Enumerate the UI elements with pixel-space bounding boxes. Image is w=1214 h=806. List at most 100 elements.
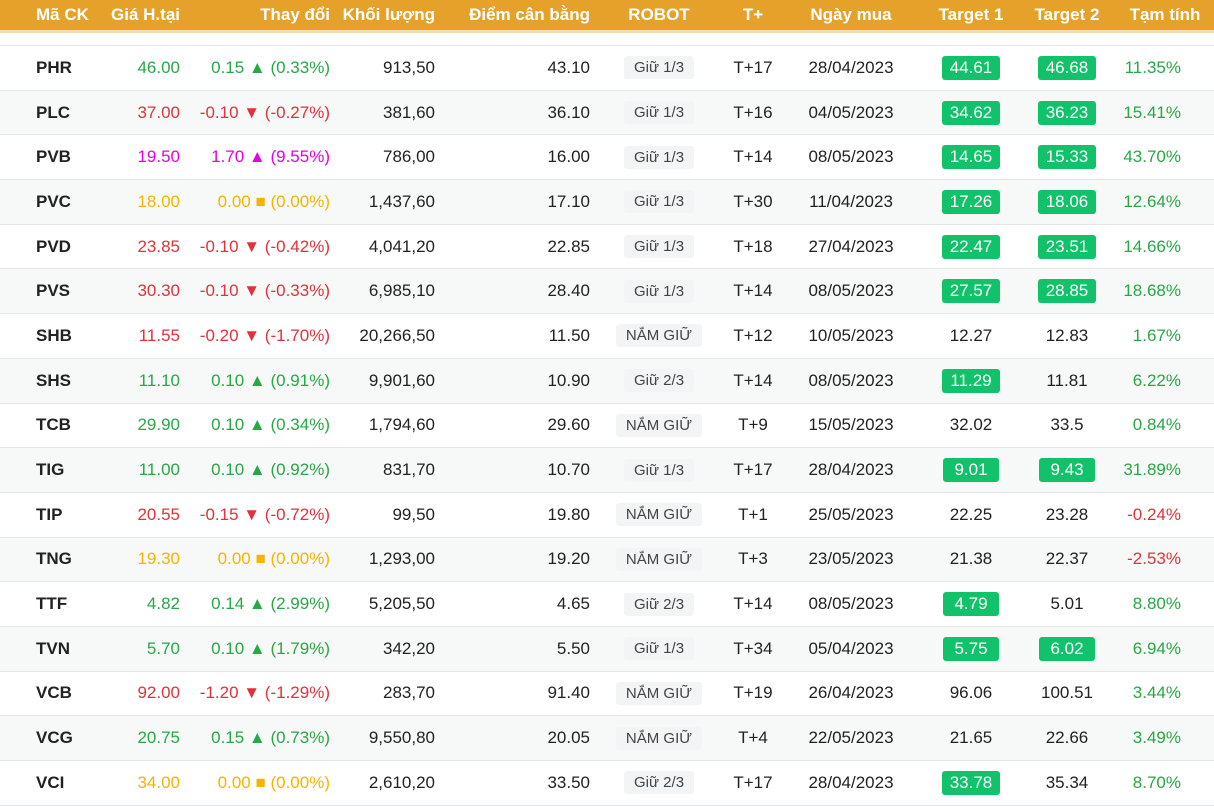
- table-row[interactable]: VCB 92.00 -1.20 ▼ (-1.29%) 283,70 91.40 …: [0, 671, 1214, 717]
- target1-value: 14.65: [941, 145, 1001, 170]
- volume: 4,041,20: [330, 224, 435, 270]
- table-row[interactable]: TCB 29.90 0.10 ▲ (0.34%) 1,794,60 29.60 …: [0, 403, 1214, 449]
- t-plus: T+34: [728, 626, 778, 672]
- col-date[interactable]: Ngày mua: [778, 0, 924, 33]
- buy-date: 28/04/2023: [778, 447, 924, 493]
- target1-value: 44.61: [941, 55, 1001, 80]
- price-change: -0.10 ▼ (-0.33%): [180, 268, 330, 315]
- price-change: 0.10 ▲ (0.92%): [180, 447, 330, 493]
- balance-point: 17.10: [435, 179, 590, 225]
- stock-code[interactable]: TIP: [0, 492, 95, 538]
- target1-value: 34.62: [941, 100, 1001, 125]
- buy-date: 11/04/2023: [778, 179, 924, 225]
- robot-signal-badge: Giữ 1/3: [623, 56, 695, 80]
- target1-value: 32.02: [949, 415, 993, 435]
- table-row[interactable]: TNG 19.30 0.00 ■ (0.00%) 1,293,00 19.20 …: [0, 537, 1214, 583]
- stock-code[interactable]: TIG: [0, 447, 95, 493]
- target2-value: 18.06: [1037, 189, 1097, 214]
- target2-value: 46.68: [1037, 55, 1097, 80]
- balance-point: 22.85: [435, 224, 590, 270]
- current-price: 4.82: [95, 581, 180, 627]
- target2-value: 33.5: [1050, 415, 1084, 435]
- col-robot[interactable]: ROBOT: [590, 0, 728, 33]
- provisional-pnl: -0.24%: [1116, 492, 1214, 538]
- stock-code[interactable]: SHS: [0, 358, 95, 404]
- col-pnl[interactable]: Tạm tính: [1116, 0, 1214, 33]
- col-code[interactable]: Mã CK: [0, 0, 95, 33]
- stock-code[interactable]: TNG: [0, 537, 95, 583]
- col-target2[interactable]: Target 2: [1018, 0, 1116, 33]
- table-row[interactable]: VCG 20.75 0.15 ▲ (0.73%) 9,550,80 20.05 …: [0, 715, 1214, 761]
- t-plus: T+30: [728, 179, 778, 225]
- target2-value: 15.33: [1037, 145, 1097, 170]
- table-row[interactable]: SHB 11.55 -0.20 ▼ (-1.70%) 20,266,50 11.…: [0, 313, 1214, 359]
- table-row[interactable]: TVN 5.70 0.10 ▲ (1.79%) 342,20 5.50 Giữ …: [0, 626, 1214, 672]
- stock-code[interactable]: VCB: [0, 671, 95, 717]
- buy-date: 04/05/2023: [778, 90, 924, 136]
- t-plus: T+17: [728, 760, 778, 806]
- buy-date: 28/04/2023: [778, 760, 924, 806]
- balance-point: 10.90: [435, 358, 590, 404]
- stock-code[interactable]: TVN: [0, 626, 95, 672]
- robot-signal-badge: Giữ 1/3: [623, 190, 695, 214]
- col-change[interactable]: Thay đổi: [180, 0, 330, 33]
- target1-value: 11.29: [942, 368, 1000, 393]
- col-volume[interactable]: Khối lượng: [330, 0, 435, 33]
- price-change: 1.70 ▲ (9.55%): [180, 134, 330, 181]
- t-plus: T+17: [728, 45, 778, 91]
- t-plus: T+1: [728, 492, 778, 538]
- balance-point: 19.80: [435, 492, 590, 538]
- table-row[interactable]: TTF 4.82 0.14 ▲ (2.99%) 5,205,50 4.65 Gi…: [0, 581, 1214, 627]
- table-row[interactable]: VCI 34.00 0.00 ■ (0.00%) 2,610,20 33.50 …: [0, 760, 1214, 806]
- stock-code[interactable]: PVB: [0, 134, 95, 181]
- target1-value: 5.75: [943, 636, 999, 661]
- col-target1[interactable]: Target 1: [924, 0, 1018, 33]
- table-row[interactable]: TIP 20.55 -0.15 ▼ (-0.72%) 99,50 19.80 N…: [0, 492, 1214, 538]
- balance-point: 29.60: [435, 403, 590, 449]
- col-price[interactable]: Giá H.tại: [95, 0, 180, 33]
- volume: 1,293,00: [330, 537, 435, 583]
- table-row[interactable]: TIG 11.00 0.10 ▲ (0.92%) 831,70 10.70 Gi…: [0, 447, 1214, 493]
- buy-date: 23/05/2023: [778, 537, 924, 583]
- table-row[interactable]: SHS 11.10 0.10 ▲ (0.91%) 9,901,60 10.90 …: [0, 358, 1214, 404]
- stock-code[interactable]: PHR: [0, 45, 95, 91]
- stock-code[interactable]: PVD: [0, 224, 95, 270]
- current-price: 23.85: [95, 224, 180, 270]
- provisional-pnl: 14.66%: [1116, 224, 1214, 270]
- table-row[interactable]: PVC 18.00 0.00 ■ (0.00%) 1,437,60 17.10 …: [0, 179, 1214, 225]
- provisional-pnl: 8.80%: [1116, 581, 1214, 627]
- stock-code[interactable]: PLC: [0, 90, 95, 136]
- provisional-pnl: 31.89%: [1116, 447, 1214, 493]
- robot-signal-badge: NẮM GIỮ: [615, 503, 703, 527]
- table-row[interactable]: PVD 23.85 -0.10 ▼ (-0.42%) 4,041,20 22.8…: [0, 224, 1214, 270]
- stock-code[interactable]: PVC: [0, 179, 95, 225]
- target2-value: 9.43: [1039, 458, 1095, 483]
- volume: 283,70: [330, 671, 435, 717]
- stock-code[interactable]: TTF: [0, 581, 95, 627]
- current-price: 37.00: [95, 90, 180, 136]
- stock-code[interactable]: VCG: [0, 715, 95, 761]
- table-row[interactable]: PLC 37.00 -0.10 ▼ (-0.27%) 381,60 36.10 …: [0, 90, 1214, 136]
- target2-value: 5.01: [1050, 594, 1084, 614]
- robot-signal-badge: Giữ 1/3: [623, 235, 695, 259]
- t-plus: T+14: [728, 358, 778, 404]
- table-row[interactable]: PVS 30.30 -0.10 ▼ (-0.33%) 6,985,10 28.4…: [0, 268, 1214, 315]
- current-price: 5.70: [95, 626, 180, 672]
- target1-value: 21.38: [949, 549, 993, 569]
- col-t[interactable]: T+: [728, 0, 778, 33]
- balance-point: 11.50: [435, 313, 590, 359]
- t-plus: T+14: [728, 134, 778, 181]
- price-change: 0.00 ■ (0.00%): [180, 179, 330, 225]
- stock-code[interactable]: TCB: [0, 403, 95, 449]
- stock-code[interactable]: SHB: [0, 313, 95, 359]
- table-row[interactable]: PHR 46.00 0.15 ▲ (0.33%) 913,50 43.10 Gi…: [0, 45, 1214, 91]
- buy-date: 25/05/2023: [778, 492, 924, 538]
- table-row[interactable]: PVB 19.50 1.70 ▲ (9.55%) 786,00 16.00 Gi…: [0, 134, 1214, 181]
- t-plus: T+12: [728, 313, 778, 359]
- price-change: 0.10 ▲ (0.34%): [180, 403, 330, 449]
- stock-code[interactable]: VCI: [0, 760, 95, 806]
- col-balance[interactable]: Điểm cân bằng: [435, 0, 590, 33]
- robot-signal-badge: NẮM GIỮ: [615, 413, 703, 437]
- stock-code[interactable]: PVS: [0, 268, 95, 315]
